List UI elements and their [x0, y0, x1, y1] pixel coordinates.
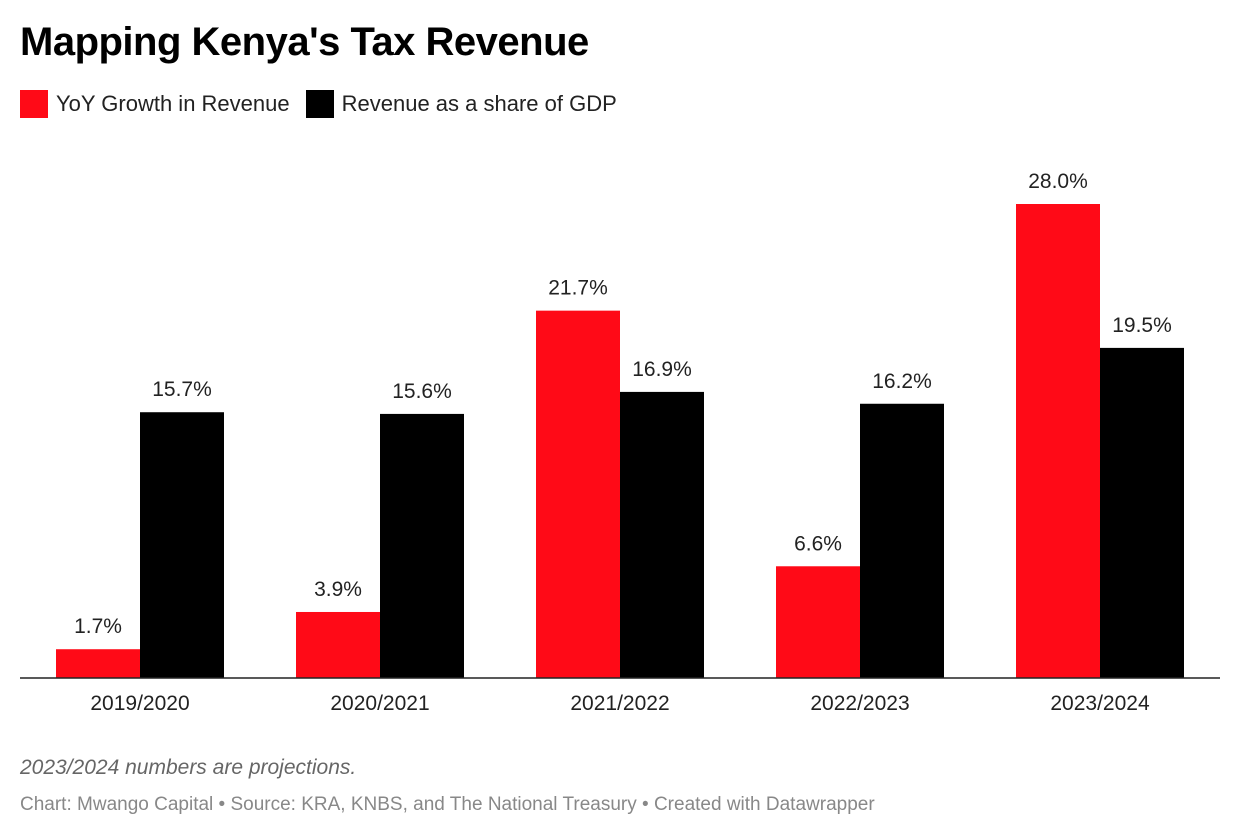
x-tick-label: 2019/2020	[90, 692, 189, 715]
legend: YoY Growth in Revenue Revenue as a share…	[20, 90, 633, 118]
bar-gdp-share-2020-2021	[380, 413, 464, 678]
bar-growth-2020-2021	[296, 611, 380, 678]
bar-growth-2022-2023	[776, 566, 860, 678]
data-label: 1.7%	[74, 615, 122, 638]
data-label: 16.9%	[632, 358, 692, 381]
bar-gdp-share-2022-2023	[860, 403, 944, 678]
x-tick-label: 2022/2023	[810, 692, 909, 715]
credit-separator: •	[213, 794, 231, 815]
legend-swatch-gdp-share	[305, 90, 334, 118]
data-label: 15.7%	[152, 378, 212, 401]
x-tick-label: 2023/2024	[1050, 692, 1150, 715]
credit-tool: Created with Datawrapper	[653, 794, 875, 815]
credit-chart-label: Chart: Mwango Capital	[20, 794, 214, 815]
bar-gdp-share-2021-2022	[620, 391, 704, 678]
bar-gdp-share-2019-2020	[140, 412, 224, 678]
x-tick-label: 2021/2022	[570, 692, 669, 715]
data-label: 21.7%	[548, 277, 608, 300]
chart-credits: Chart: Mwango Capital • Source: KRA, KNB…	[20, 794, 875, 816]
data-label: 19.5%	[1112, 314, 1172, 337]
credit-separator: •	[636, 794, 654, 815]
legend-label-growth: YoY Growth in Revenue	[56, 91, 290, 116]
data-label: 28.0%	[1028, 170, 1088, 193]
x-tick-label: 2020/2021	[330, 692, 429, 715]
legend-item-growth: YoY Growth in Revenue	[20, 90, 290, 118]
bar-growth-2019-2020	[56, 649, 140, 678]
data-label: 3.9%	[314, 578, 362, 601]
credit-source: Source: KRA, KNBS, and The National Trea…	[230, 794, 637, 815]
legend-item-gdp-share: Revenue as a share of GDP	[305, 90, 617, 118]
chart-title: Mapping Kenya's Tax Revenue	[20, 20, 589, 64]
projection-note: 2023/2024 numbers are projections.	[20, 756, 357, 779]
data-label: 15.6%	[392, 380, 452, 403]
bar-growth-2023-2024	[1016, 204, 1100, 678]
legend-label-gdp-share: Revenue as a share of GDP	[341, 91, 617, 116]
data-label: 6.6%	[794, 532, 842, 555]
data-label: 16.2%	[872, 370, 932, 393]
bar-gdp-share-2023-2024	[1100, 347, 1184, 678]
bar-chart: 1.7% 15.7% 2019/2020 3.9% 15.6% 2020/2021 21.7…	[20, 170, 1220, 715]
bar-growth-2021-2022	[536, 310, 620, 678]
legend-swatch-growth	[20, 90, 48, 118]
